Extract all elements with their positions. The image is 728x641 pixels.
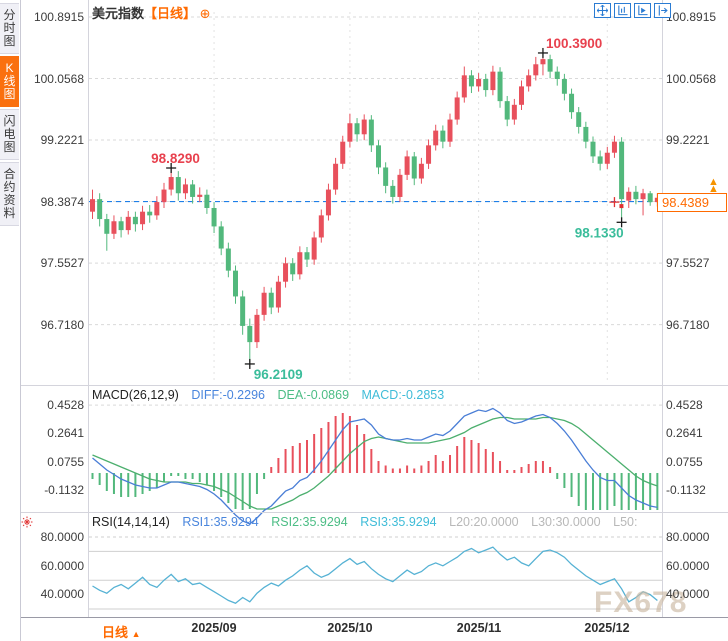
svg-text:96.2109: 96.2109 [254,367,303,382]
fx678-watermark: FX678 [594,586,688,619]
price-label-right-5: 96.7180 [666,318,710,332]
svg-text:98.1330: 98.1330 [575,225,624,240]
time-axis-bar [0,617,728,641]
rsi-l50-value: L50: [613,515,638,529]
rsi-header: RSI(14,14,14) RSI1:35.9294 RSI2:35.9294 … [92,515,660,529]
chart-title-bar: 美元指数【日线】 ⊕ [92,3,211,22]
macd-macd-value: MACD:-0.2853 [361,388,445,402]
x-axis-label-1: 2025/10 [327,621,373,635]
plot-left-border [88,0,89,641]
price-label-left-2: 99.2221 [40,133,84,147]
rsi1-value: RSI1:35.9294 [182,515,259,529]
rsi-axis-left-0: 80.0000 [40,530,84,544]
price-label-left-1: 100.0568 [33,72,84,86]
jump-to-latest-icon[interactable]: ▲ ▲ [708,176,719,195]
macd-dea-value: DEA:-0.0869 [277,388,350,402]
move-tool-icon[interactable] [594,3,611,18]
rsi-axis-right-2: 40.0000 [666,587,710,601]
last-price-badge: 98.4389 [657,193,727,212]
rsi-l20-value: L20:20.0000 [449,515,519,529]
price-label-right-2: 99.2221 [666,133,710,147]
x-axis-scale-icon[interactable] [634,3,651,18]
macd-header: MACD(26,12,9) DIFF:-0.2296 DEA:-0.0869 M… [92,388,444,402]
svg-text:98.8290: 98.8290 [151,151,200,166]
price-label-left-5: 96.7180 [40,318,84,332]
sidebar-item-contract-info[interactable]: 合约资料 [0,162,19,226]
add-indicator-icon[interactable]: ⊕ [199,6,211,21]
rsi2-value: RSI2:35.9294 [271,515,348,529]
sidebar-item-lightning-chart[interactable]: 闪电图 [0,109,19,160]
rsi-title: RSI(14,14,14) [92,515,170,529]
rsi-axis-right-0: 80.0000 [666,530,710,544]
price-label-left-0: 100.8915 [33,10,84,24]
y-axis-scale-icon[interactable] [614,3,631,18]
macd-axis-left-1: 0.2641 [47,426,84,440]
price-label-left-4: 97.5527 [40,256,84,270]
macd-axis-right-0: 0.4528 [666,398,703,412]
sidebar-item-time-chart[interactable]: 分时图 [0,3,19,54]
price-label-right-1: 100.0568 [666,72,717,86]
rsi-l30-value: L30:30.0000 [531,515,601,529]
macd-panel-divider [20,385,728,386]
macd-diff-value: DIFF:-0.2296 [191,388,265,402]
macd-axis-left-0: 0.4528 [47,398,84,412]
macd-axis-right-3: -0.1132 [666,483,706,497]
price-label-left-3: 98.3874 [40,195,84,209]
sidebar: 分时图 K线图 闪电图 合约资料 [0,0,21,641]
rsi3-value: RSI3:35.9294 [360,515,437,529]
period-selector-label: 日线 [102,625,129,640]
rsi-panel-divider [20,512,728,513]
period-selector[interactable]: 日线 ▲ [102,622,141,641]
rsi-axis-right-1: 60.0000 [666,559,710,573]
macd-axis-left-2: 0.0755 [47,455,84,469]
go-to-latest-icon[interactable] [654,3,671,18]
macd-axis-left-3: -0.1132 [44,483,84,497]
indicator-settings-icon[interactable] [21,515,33,533]
x-axis-label-3: 2025/12 [584,621,630,635]
price-label-right-0: 100.8915 [666,10,717,24]
svg-text:100.3900: 100.3900 [546,36,602,51]
price-label-right-4: 97.5527 [666,256,710,270]
rsi-axis-left-1: 60.0000 [40,559,84,573]
plot-right-border [662,0,663,617]
x-axis-label-2: 2025/11 [456,621,502,635]
x-axis-label-0: 2025/09 [191,621,237,635]
chart-toolbar [594,3,671,18]
rsi-axis-left-2: 40.0000 [40,587,84,601]
instrument-name: 美元指数 [92,6,145,21]
macd-axis-right-2: 0.0755 [666,455,703,469]
macd-axis-right-1: 0.2641 [666,426,703,440]
macd-title: MACD(26,12,9) [92,388,179,402]
period-selector-arrow-icon: ▲ [131,629,141,639]
period-tag: 【日线】 [144,6,197,21]
sidebar-item-kline-chart[interactable]: K线图 [0,56,19,107]
